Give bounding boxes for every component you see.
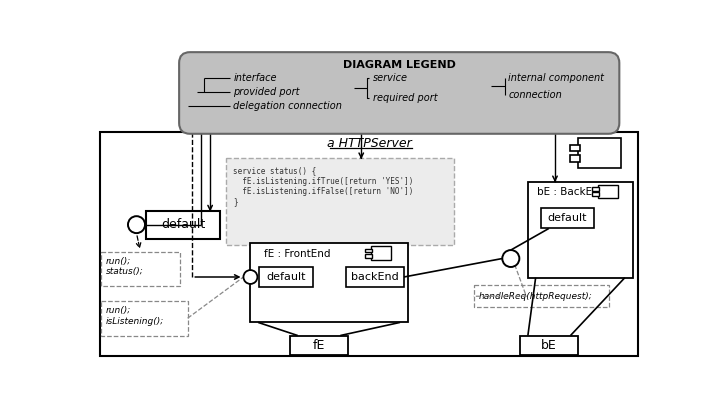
Bar xyxy=(100,132,638,355)
Bar xyxy=(225,158,454,245)
Circle shape xyxy=(503,250,519,267)
Text: service status() {
  fE.isListening.ifTrue([return 'YES'])
  fE.isListening.ifFa: service status() { fE.isListening.ifTrue… xyxy=(233,166,414,206)
Text: connection: connection xyxy=(508,90,562,99)
Text: default: default xyxy=(161,218,205,231)
Text: run();
isListening();: run(); isListening(); xyxy=(106,306,163,326)
Text: run();
status();: run(); status(); xyxy=(106,257,143,276)
Bar xyxy=(145,211,220,238)
Text: fE: fE xyxy=(312,339,325,352)
Bar xyxy=(570,155,580,162)
Bar xyxy=(290,335,348,355)
Bar xyxy=(541,209,594,229)
Text: interface: interface xyxy=(233,73,277,83)
Bar xyxy=(251,243,408,322)
Text: required port: required port xyxy=(373,93,438,103)
Bar xyxy=(578,138,621,168)
Text: bE : BackEnd: bE : BackEnd xyxy=(537,187,606,197)
Bar xyxy=(101,301,188,335)
Bar xyxy=(474,285,609,307)
Text: service: service xyxy=(373,73,408,83)
Text: handleReq(httpRequest);: handleReq(httpRequest); xyxy=(478,292,592,301)
Bar xyxy=(528,182,632,278)
Text: bE: bE xyxy=(541,339,557,352)
FancyBboxPatch shape xyxy=(179,52,619,134)
Text: default: default xyxy=(548,213,587,223)
Bar xyxy=(598,184,618,198)
Text: default: default xyxy=(266,272,306,282)
Bar xyxy=(593,187,599,191)
Bar xyxy=(365,254,372,258)
Bar xyxy=(101,252,180,286)
Bar xyxy=(593,192,599,196)
Bar xyxy=(570,144,580,151)
Text: delegation connection: delegation connection xyxy=(233,101,342,111)
Text: backEnd: backEnd xyxy=(351,272,399,282)
Text: internal component: internal component xyxy=(508,73,605,83)
Bar xyxy=(259,267,313,287)
Bar xyxy=(346,267,404,287)
Circle shape xyxy=(128,216,145,233)
Text: DIAGRAM LEGEND: DIAGRAM LEGEND xyxy=(343,60,456,70)
Text: provided port: provided port xyxy=(233,87,300,97)
Circle shape xyxy=(243,270,258,284)
Text: fE : FrontEnd: fE : FrontEnd xyxy=(264,249,331,259)
Bar xyxy=(365,249,372,252)
Text: a HTTPServer: a HTTPServer xyxy=(327,137,411,150)
Bar xyxy=(520,335,578,355)
Bar xyxy=(371,246,391,260)
